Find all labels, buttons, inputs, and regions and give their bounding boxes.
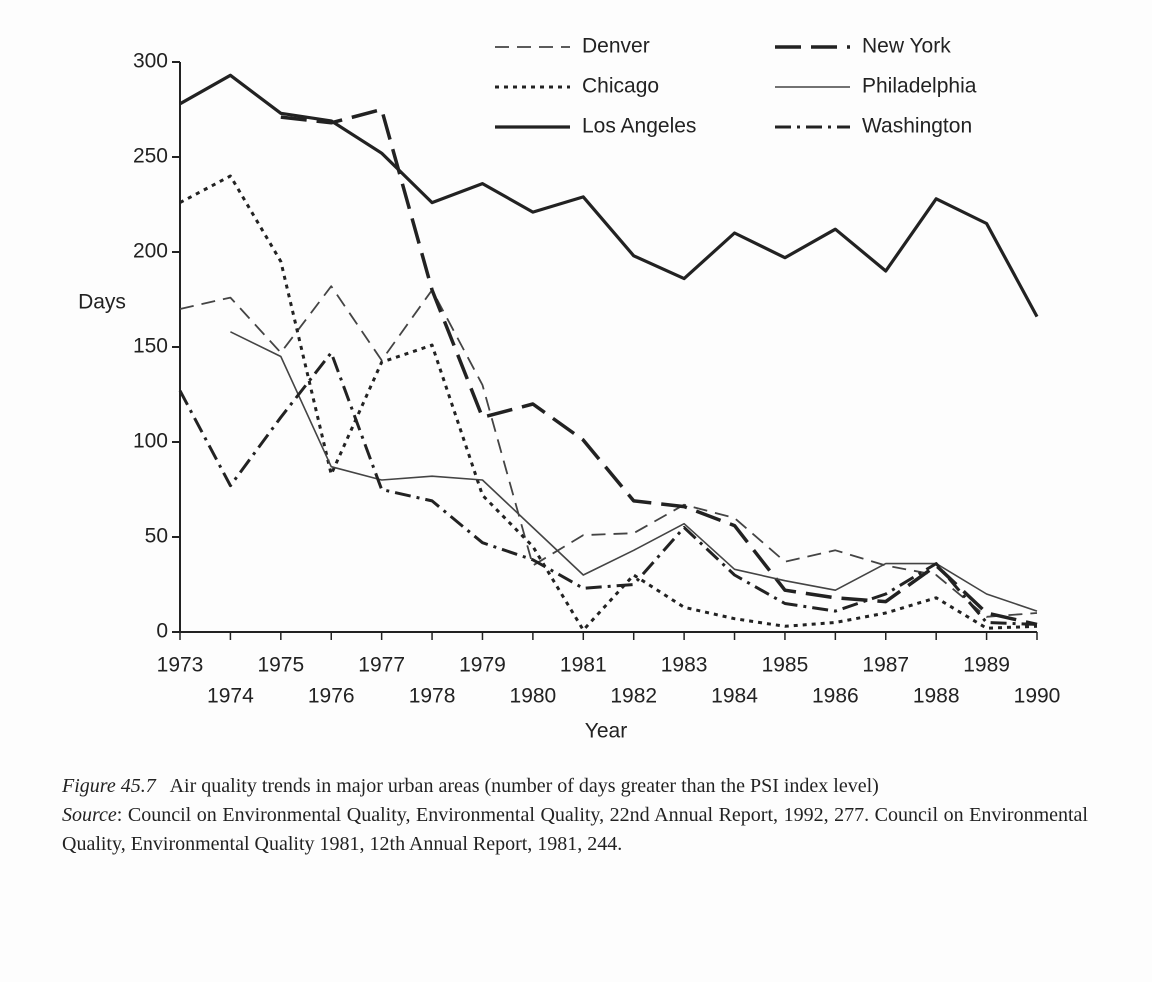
y-axis-label: Days [78, 291, 126, 314]
y-tick-label: 0 [156, 620, 168, 643]
x-tick-label: 1989 [963, 654, 1010, 677]
y-tick-label: 100 [133, 430, 168, 453]
source-paragraph: Source: Council on Environmental Quality… [62, 801, 1088, 859]
x-tick-label: 1980 [510, 685, 557, 708]
caption: Figure 45.7 Air quality trends in major … [62, 772, 1088, 859]
x-tick-label: 1982 [610, 685, 657, 708]
series-line [179, 73, 1039, 318]
legend-label: Philadelphia [862, 75, 977, 98]
series-line [280, 107, 1038, 627]
y-tick-label: 250 [133, 145, 168, 168]
x-tick-label: 1985 [762, 654, 809, 677]
y-tick-label: 50 [145, 525, 168, 548]
legend-label: New York [862, 35, 951, 58]
x-tick-label: 1976 [308, 685, 355, 708]
x-tick-label: 1988 [913, 685, 960, 708]
x-tick-label: 1981 [560, 654, 607, 677]
source-text: : Council on Environmental Quality, Envi… [62, 804, 1088, 855]
x-tick-label: 1975 [257, 654, 304, 677]
x-tick-label: 1987 [862, 654, 909, 677]
x-tick-label: 1977 [358, 654, 405, 677]
series-line [230, 331, 1038, 612]
y-tick-label: 200 [133, 240, 168, 263]
series-line [179, 174, 1038, 632]
x-tick-label: 1973 [157, 654, 204, 677]
y-tick-label: 300 [133, 50, 168, 73]
x-axis-label: Year [585, 720, 627, 743]
x-tick-label: 1986 [812, 685, 859, 708]
x-tick-label: 1979 [459, 654, 506, 677]
x-tick-label: 1990 [1014, 685, 1061, 708]
figure-label: Figure 45.7 [62, 775, 156, 797]
chart: Days Year 0 50 100 150 200 250 300 197319741975… [78, 35, 1061, 743]
caption-text: Air quality trends in major urban areas … [169, 775, 879, 797]
legend-label: Los Angeles [582, 115, 696, 138]
legend-label: Denver [582, 35, 650, 58]
legend-label: Chicago [582, 75, 659, 98]
caption-paragraph: Figure 45.7 Air quality trends in major … [62, 772, 1088, 801]
y-tick-label: 150 [133, 335, 168, 358]
series-line [178, 351, 1038, 626]
x-tick-label: 1974 [207, 685, 254, 708]
source-label: Source [62, 804, 117, 826]
x-tick-label: 1978 [409, 685, 456, 708]
x-tick-label: 1984 [711, 685, 758, 708]
x-tick-label: 1983 [661, 654, 708, 677]
series-line [179, 285, 1038, 618]
legend-label: Washington [862, 115, 972, 138]
